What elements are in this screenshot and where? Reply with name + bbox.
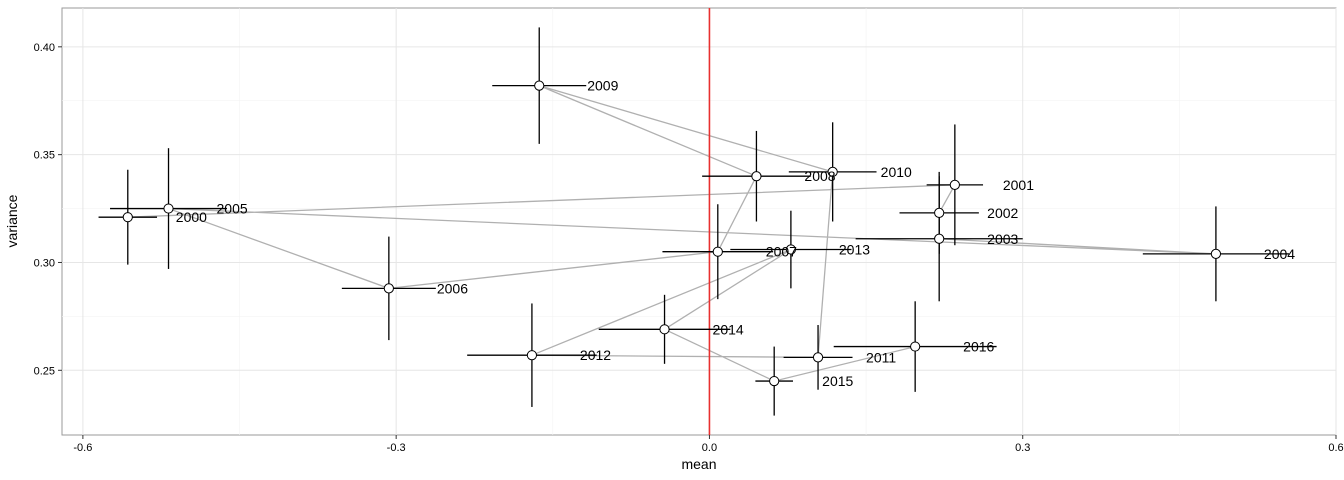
x-tick-label: 0.6 [1328,442,1343,454]
point-labels: 2000 2001 2002 2003 2004 2005 2006 2007 2008 2009… [176,78,1295,389]
data-point [934,207,945,218]
point-label-2016: 2016 [963,339,994,355]
data-point [910,341,921,352]
y-tick-label: 0.30 [34,257,55,269]
x-tick-label: 0.0 [702,442,717,454]
data-point [122,212,133,223]
data-point [1210,248,1222,259]
y-tick-label: 0.35 [34,150,55,162]
data-point [751,171,762,182]
point-label-2011: 2011 [866,349,896,365]
point-label-2003: 2003 [987,231,1018,247]
data-point [163,203,174,214]
point-label-2013: 2013 [839,242,870,258]
data-point [785,244,796,255]
data-point [526,350,538,361]
data-point [534,80,545,91]
point-label-2005: 2005 [217,201,248,217]
point-label-2015: 2015 [822,373,853,389]
plot-panel [61,7,1337,436]
data-point [383,283,394,294]
x-tick-label: -0.6 [73,442,92,454]
data-point [934,233,945,244]
data-point [949,179,960,190]
point-label-2006: 2006 [437,280,468,296]
point-label-2012: 2012 [580,347,611,363]
y-axis-title: variance [4,194,20,247]
x-tick-label: -0.3 [387,442,406,454]
point-label-2008: 2008 [804,168,835,184]
data-point [769,375,780,387]
point-label-2009: 2009 [587,78,618,94]
point-label-2004: 2004 [1264,246,1295,262]
data-point [659,324,670,335]
point-label-2010: 2010 [881,164,912,180]
point-label-2001: 2001 [1003,177,1034,193]
y-axis-ticks: 0.25 0.30 0.35 0.40 [34,42,62,377]
data-points [122,80,1222,387]
x-tick-label: 0.3 [1015,442,1030,454]
data-point [712,246,723,257]
grid-lines [62,8,1337,435]
y-tick-label: 0.40 [34,42,55,54]
point-label-2007: 2007 [766,244,797,260]
y-tick-label: 0.25 [34,365,55,377]
point-label-2014: 2014 [713,321,744,337]
data-point [827,166,838,177]
data-point [812,352,824,363]
point-label-2000: 2000 [176,209,207,225]
point-label-2002: 2002 [987,205,1018,221]
x-axis-title: mean [681,456,716,472]
x-axis-ticks: -0.6 -0.3 0.0 0.3 0.6 [73,435,1344,454]
